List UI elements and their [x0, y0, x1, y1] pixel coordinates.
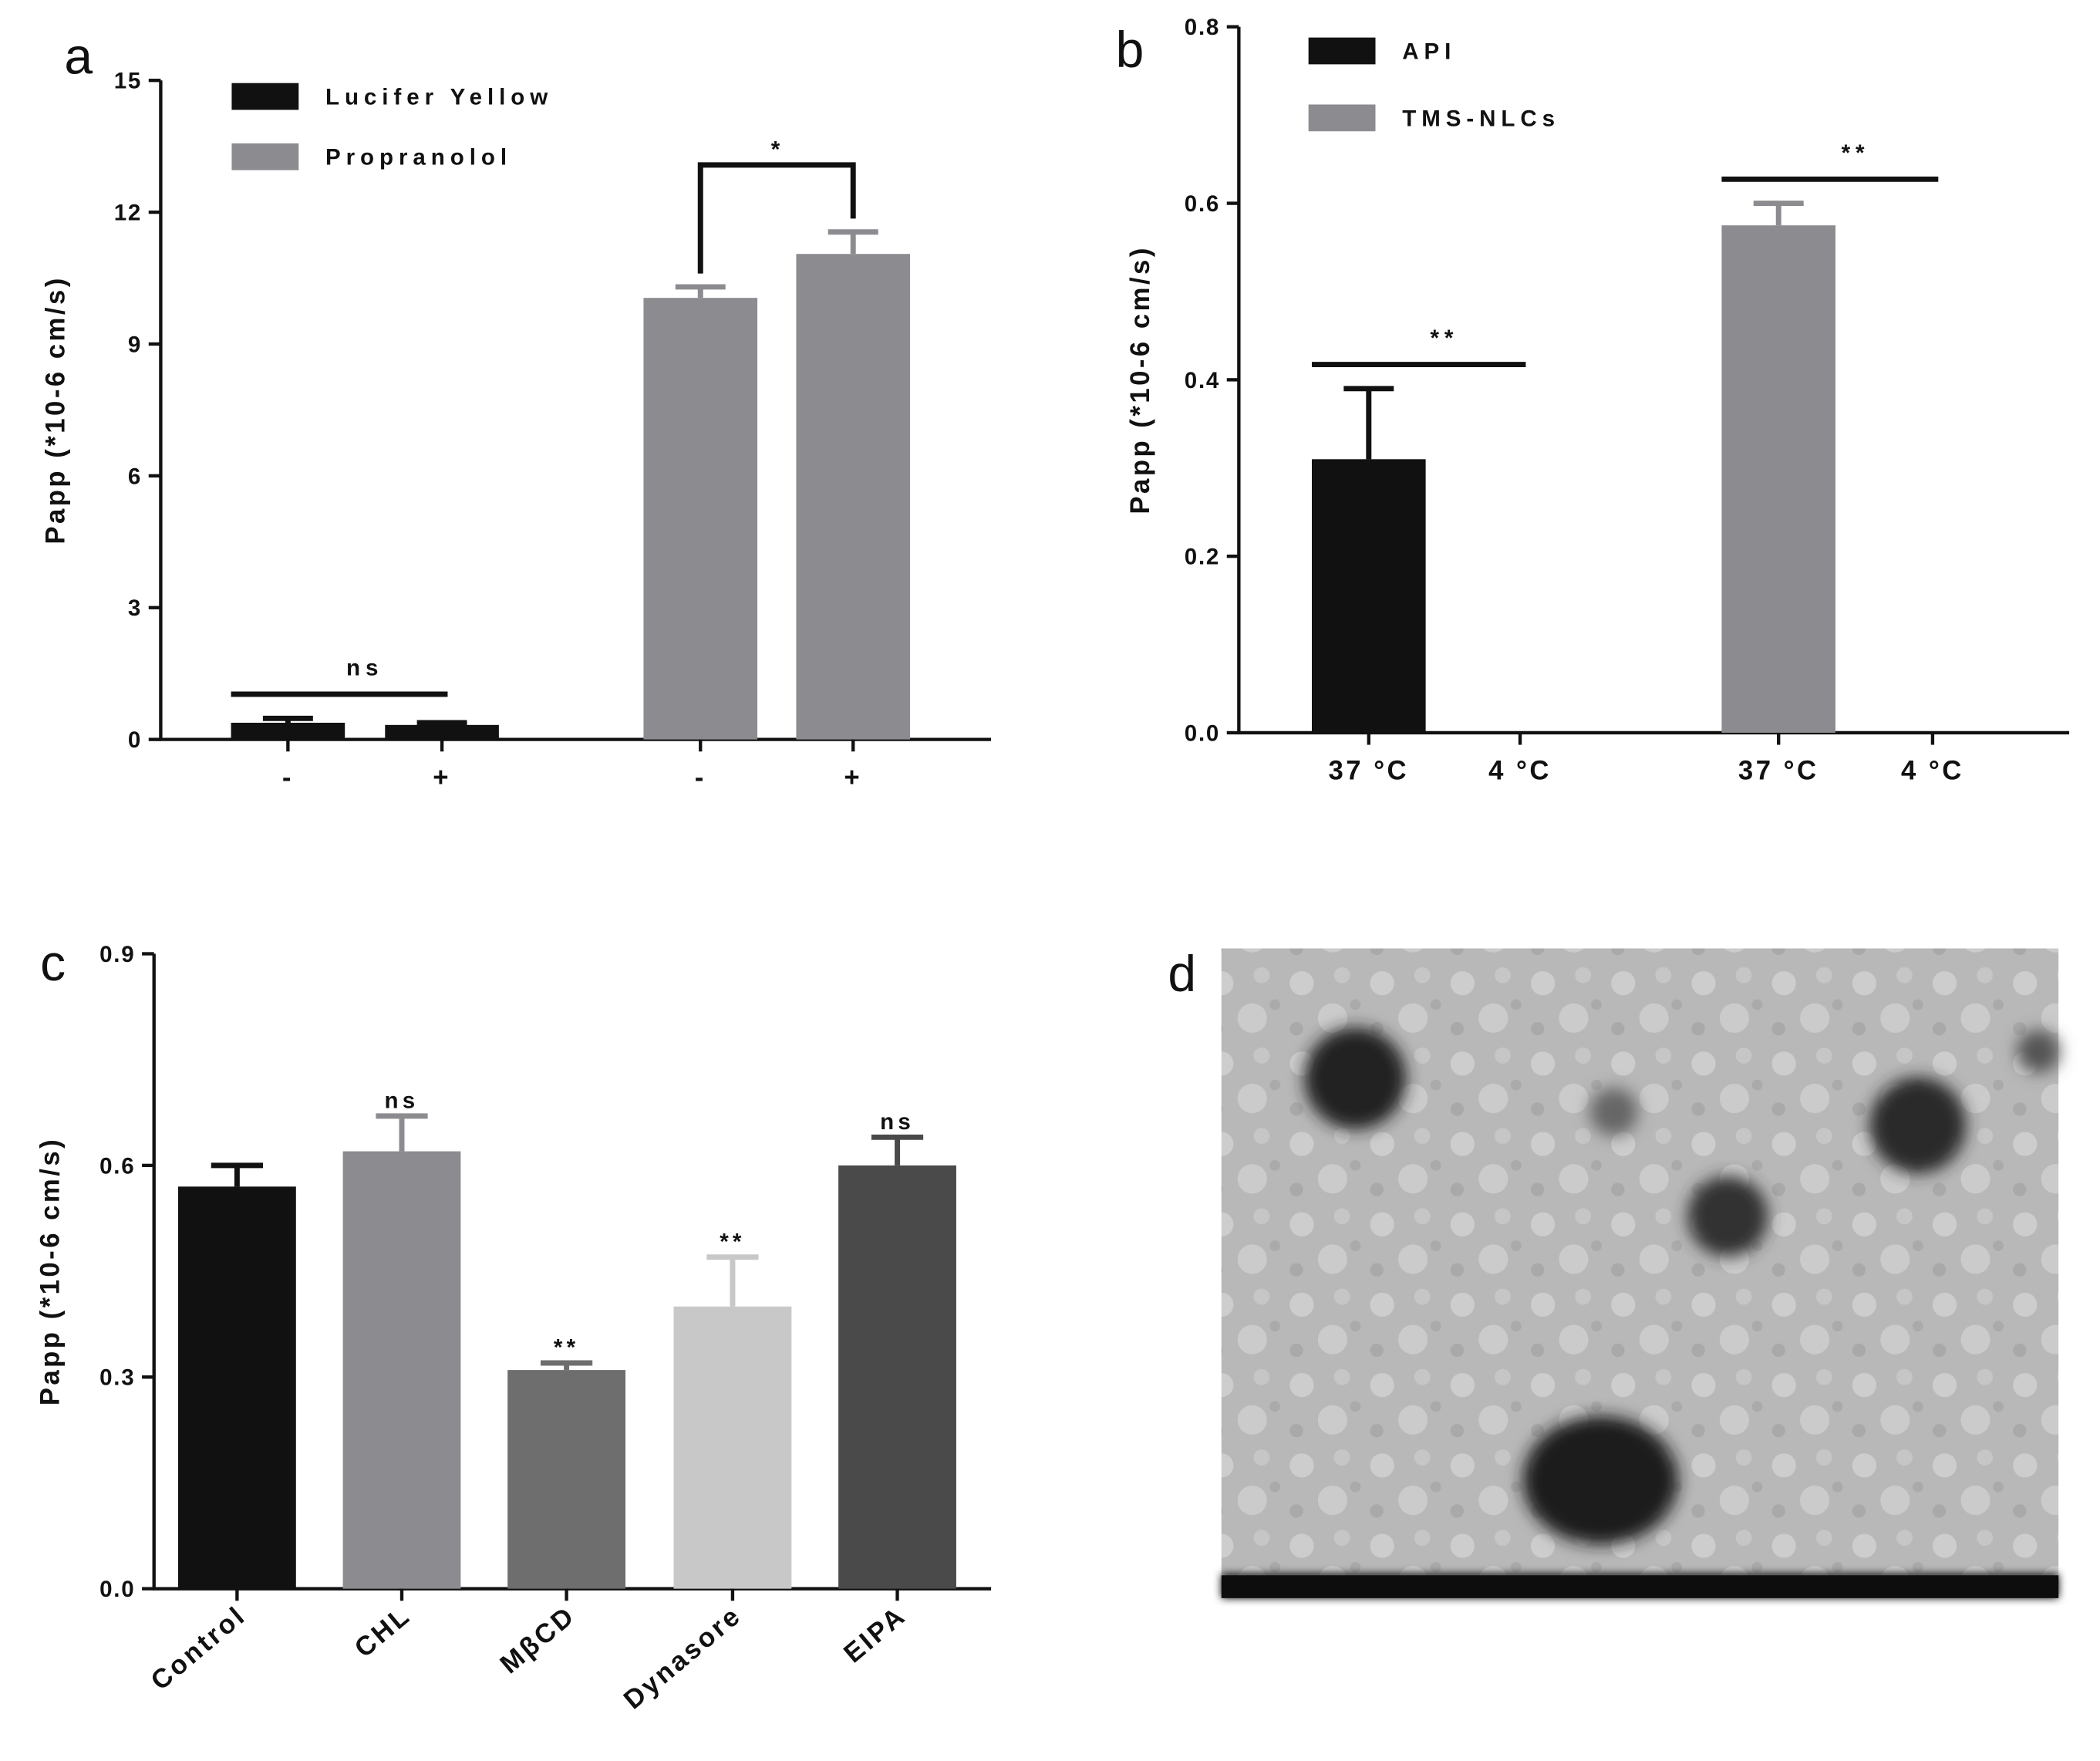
- y-tick-label: 0.0: [99, 1577, 135, 1602]
- x-tick-label: 4 °C: [1901, 757, 1964, 786]
- legend-label: Propranolol: [325, 145, 512, 170]
- bar: [838, 1165, 956, 1589]
- error-bar: [416, 720, 467, 726]
- panel-letter: a: [64, 28, 93, 85]
- value-label: **: [554, 1335, 579, 1361]
- significance-label: ns: [346, 656, 383, 681]
- x-tick-label: Dynasore: [619, 1601, 747, 1715]
- legend-swatch: [1308, 37, 1376, 65]
- bar: [1721, 225, 1836, 733]
- y-tick-label: 9: [128, 332, 142, 357]
- value-label: ns: [385, 1088, 420, 1113]
- x-tick-label: -: [695, 763, 706, 792]
- significance-label: *: [771, 137, 783, 162]
- error-bar: [376, 1113, 428, 1152]
- y-tick-label: 0.6: [99, 1153, 135, 1179]
- bar: [342, 1151, 461, 1589]
- y-tick-label: 12: [114, 201, 142, 226]
- tem-image: [1221, 948, 2060, 1598]
- significance-bracket: [697, 162, 856, 274]
- x-tick-label: CHL: [349, 1601, 416, 1664]
- error-bar: [706, 1254, 759, 1307]
- value-label: **: [720, 1229, 745, 1254]
- x-tick-label: Control: [146, 1601, 252, 1696]
- legend-label: Lucifer Yellow: [325, 84, 553, 110]
- x-tick-label: +: [433, 763, 451, 792]
- bar: [1312, 459, 1426, 733]
- error-bar: [540, 1360, 593, 1371]
- error-bar: [675, 284, 726, 299]
- x-tick-label: 4 °C: [1488, 757, 1552, 786]
- bar: [796, 254, 911, 740]
- bar: [643, 298, 758, 740]
- y-axis-label: Papp (*10-6 cm/s): [41, 275, 70, 544]
- bar: [673, 1306, 792, 1589]
- y-tick-label: 0.0: [1185, 720, 1220, 746]
- x-tick-label: EIPA: [838, 1601, 912, 1668]
- error-bar: [211, 1162, 264, 1187]
- error-bar: [828, 229, 878, 255]
- legend-swatch: [231, 83, 299, 110]
- y-axis-label: Papp (*10-6 cm/s): [1126, 245, 1155, 514]
- panel-letter: d: [1168, 945, 1196, 1002]
- significance-label: **: [1430, 326, 1458, 351]
- y-tick-label: 0.4: [1185, 368, 1220, 393]
- x-tick-label: 37 °C: [1738, 757, 1819, 786]
- x-tick-label: 37 °C: [1329, 757, 1410, 786]
- significance-label: **: [1842, 140, 1870, 166]
- panel-letter: c: [40, 934, 66, 991]
- y-tick-label: 6: [128, 464, 142, 489]
- bar: [385, 724, 499, 740]
- y-tick-label: 0.3: [99, 1365, 135, 1391]
- y-tick-label: 15: [114, 69, 142, 94]
- y-axis-label: Papp (*10-6 cm/s): [35, 1137, 65, 1405]
- y-tick-label: 0.9: [99, 942, 135, 967]
- error-bar: [262, 715, 313, 723]
- bar: [231, 722, 346, 740]
- x-tick-label: +: [844, 763, 862, 792]
- y-tick-label: 0.8: [1185, 15, 1220, 40]
- legend-swatch: [231, 143, 299, 170]
- bar: [507, 1370, 625, 1589]
- y-tick-label: 3: [128, 595, 142, 621]
- value-label: ns: [880, 1109, 915, 1135]
- y-tick-label: 0: [128, 727, 142, 753]
- legend-label: TMS-NLCs: [1402, 106, 1560, 131]
- legend-label: API: [1402, 39, 1456, 64]
- y-tick-label: 0.6: [1185, 191, 1220, 217]
- x-tick-label: MβCD: [495, 1601, 581, 1679]
- y-tick-label: 0.2: [1185, 545, 1220, 570]
- panel-letter: b: [1116, 21, 1144, 78]
- legend-swatch: [1308, 104, 1376, 132]
- error-bar: [1343, 386, 1394, 460]
- error-bar: [1753, 201, 1804, 226]
- bar: [177, 1186, 296, 1589]
- error-bar: [871, 1134, 924, 1166]
- x-tick-label: -: [282, 763, 294, 792]
